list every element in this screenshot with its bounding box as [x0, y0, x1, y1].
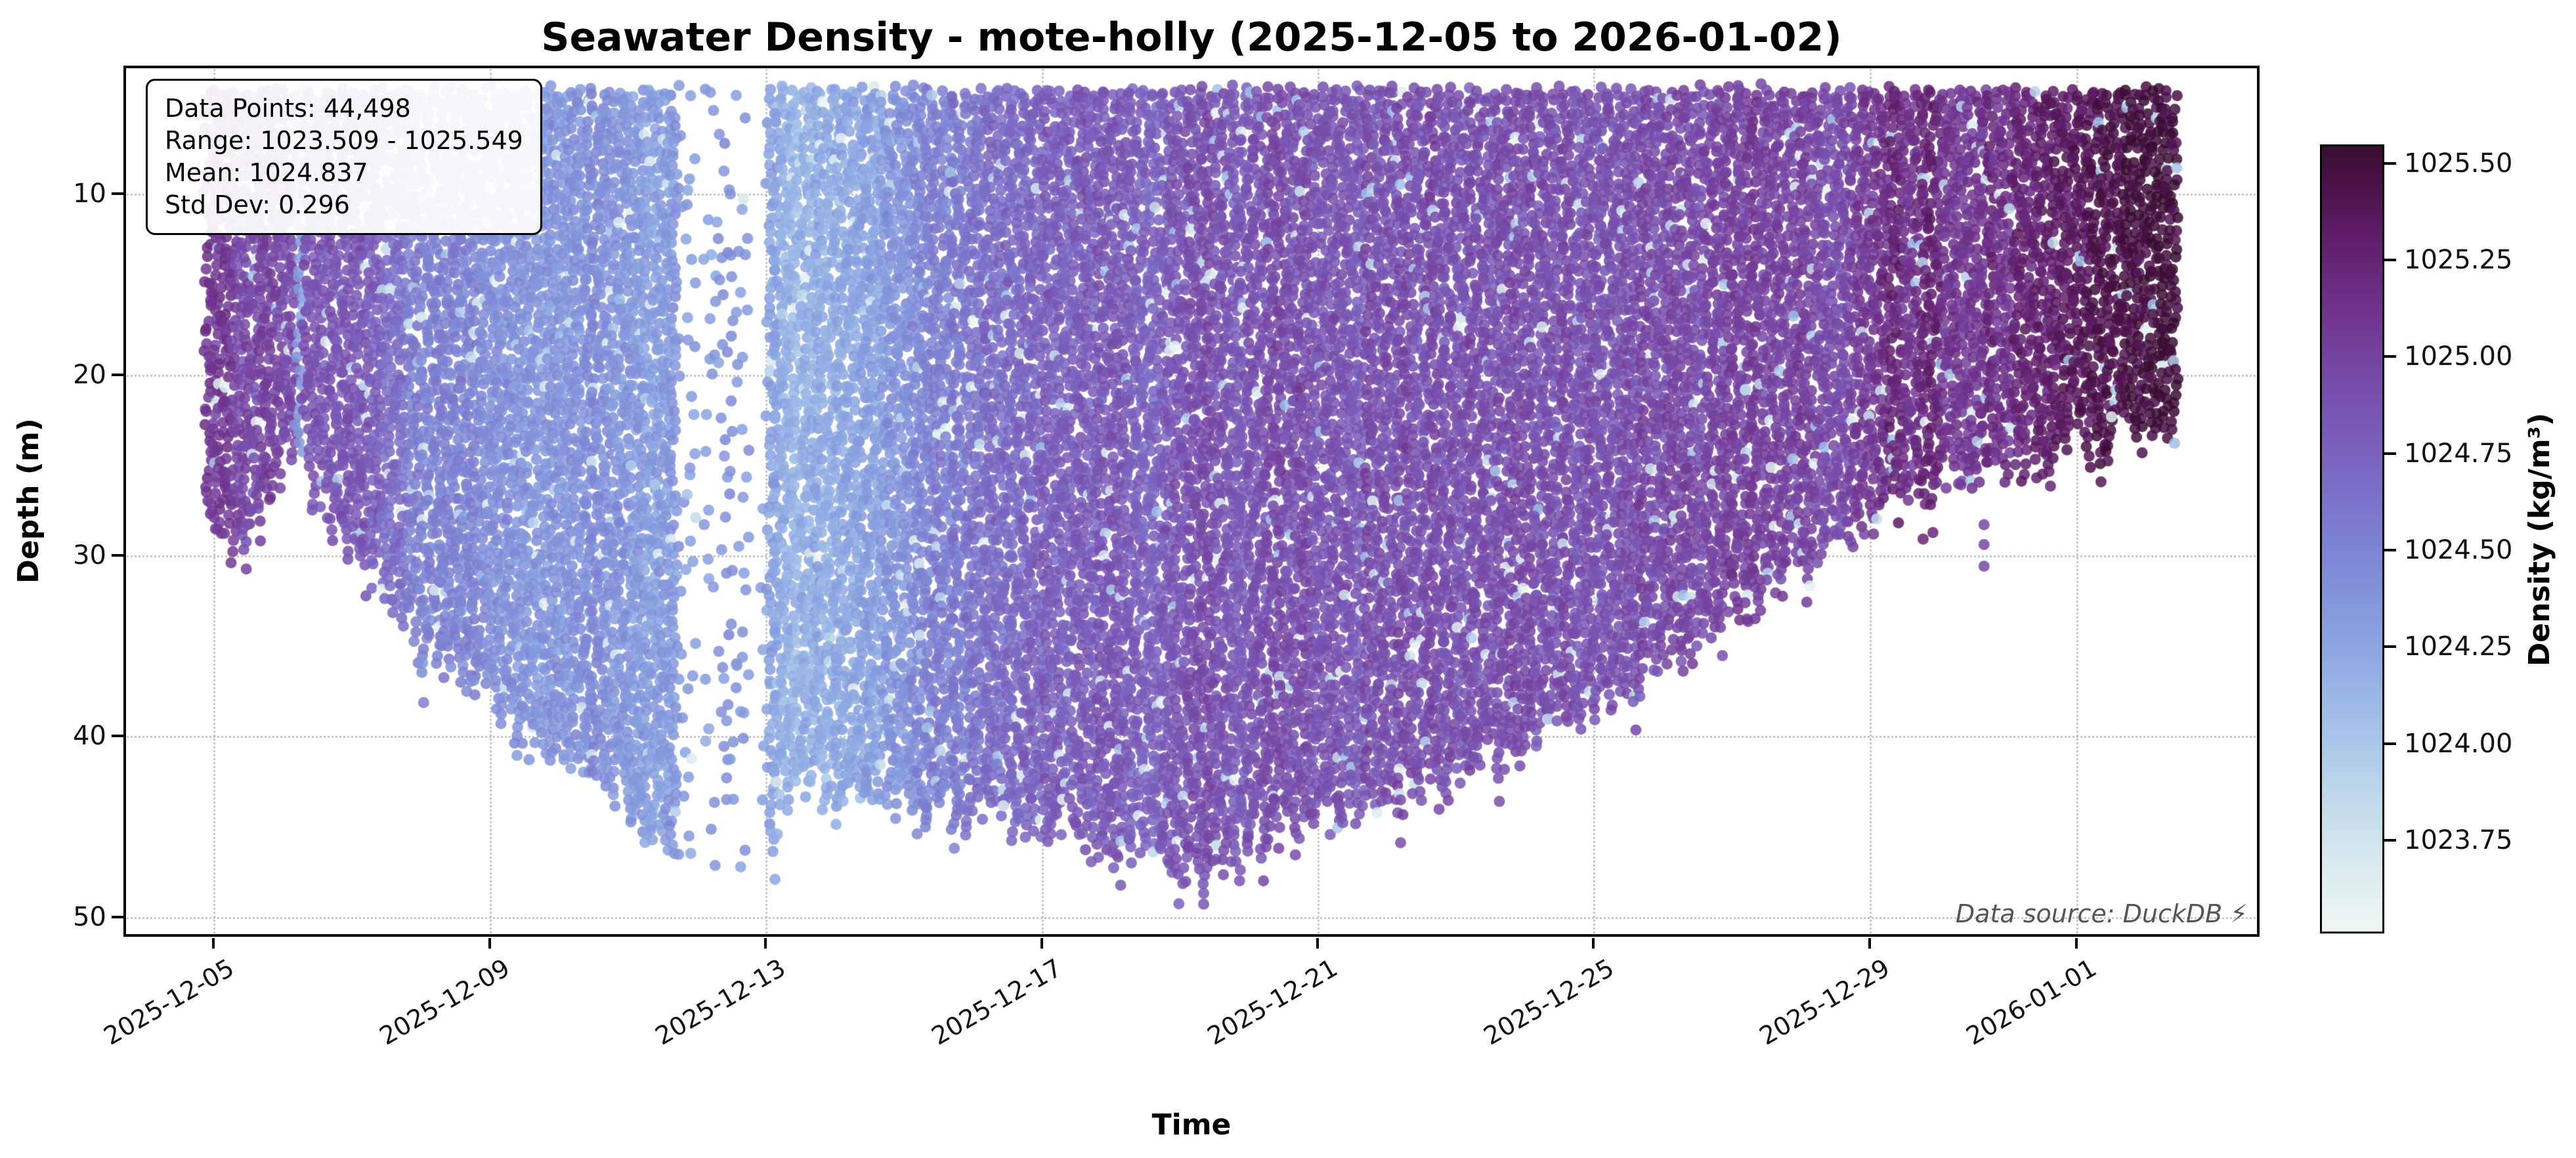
- y-tick-mark: [112, 915, 123, 918]
- colorbar: [2320, 144, 2384, 933]
- x-tick-mark: [764, 938, 767, 949]
- x-tick-label: 2025-12-13: [650, 953, 791, 1051]
- colorbar-tick-mark: [2384, 838, 2396, 842]
- x-tick-mark: [488, 938, 491, 949]
- x-tick-label: 2025-12-21: [1202, 953, 1342, 1051]
- chart-title: Seawater Density - mote-holly (2025-12-0…: [541, 14, 1842, 60]
- colorbar-tick-mark: [2384, 355, 2396, 358]
- x-tick-mark: [1868, 938, 1871, 949]
- y-axis-label: Depth (m): [12, 418, 45, 584]
- y-tick-mark: [112, 373, 123, 376]
- y-tick-label: 50: [73, 901, 106, 932]
- colorbar-tick-label: 1024.50: [2404, 535, 2513, 566]
- x-tick-label: 2025-12-05: [98, 953, 239, 1051]
- y-tick-mark: [112, 735, 123, 738]
- x-tick-label: 2026-01-01: [1961, 953, 2102, 1051]
- colorbar-tick-label: 1025.25: [2404, 245, 2513, 276]
- y-tick-mark: [112, 192, 123, 196]
- data-source-note: Data source: DuckDB ⚡: [1956, 899, 2248, 928]
- colorbar-label: Density (kg/m³): [2523, 412, 2556, 667]
- colorbar-tick-mark: [2384, 259, 2396, 262]
- stats-box: Data Points: 44,498 Range: 1023.509 - 10…: [146, 79, 542, 235]
- lightning-bolt-icon: ⚡: [2230, 899, 2248, 928]
- y-tick-label: 40: [73, 721, 106, 752]
- colorbar-tick-mark: [2384, 742, 2396, 745]
- stats-line-points: Data Points: 44,498: [165, 94, 411, 123]
- stats-line-mean: Mean: 1024.837: [165, 158, 368, 187]
- plot-frame: [123, 66, 2260, 937]
- x-tick-label: 2025-12-25: [1478, 953, 1619, 1051]
- x-tick-mark: [212, 938, 215, 949]
- stats-line-range: Range: 1023.509 - 1025.549: [165, 126, 523, 155]
- x-tick-label: 2025-12-17: [926, 953, 1067, 1051]
- colorbar-tick-mark: [2384, 645, 2396, 649]
- colorbar-tick-label: 1025.50: [2404, 148, 2513, 179]
- colorbar-tick-label: 1023.75: [2404, 825, 2513, 855]
- colorbar-tick-label: 1024.25: [2404, 632, 2513, 662]
- colorbar-tick-label: 1024.75: [2404, 438, 2513, 469]
- x-tick-mark: [1592, 938, 1595, 949]
- colorbar-tick-mark: [2384, 452, 2396, 455]
- colorbar-tick-mark: [2384, 549, 2396, 552]
- x-tick-label: 2025-12-29: [1754, 953, 1895, 1051]
- colorbar-tick-label: 1024.00: [2404, 728, 2513, 759]
- x-tick-mark: [1040, 938, 1043, 949]
- y-tick-label: 10: [73, 179, 106, 209]
- x-axis-label: Time: [1151, 1108, 1232, 1142]
- x-tick-mark: [2075, 938, 2078, 949]
- data-source-text: Data source: DuckDB: [1955, 899, 2223, 928]
- y-tick-mark: [112, 554, 123, 557]
- x-tick-label: 2025-12-09: [374, 953, 515, 1051]
- x-tick-mark: [1316, 938, 1319, 949]
- colorbar-tick-label: 1025.00: [2404, 341, 2513, 372]
- colorbar-tick-mark: [2384, 161, 2396, 165]
- stats-line-std: Std Dev: 0.296: [165, 190, 350, 219]
